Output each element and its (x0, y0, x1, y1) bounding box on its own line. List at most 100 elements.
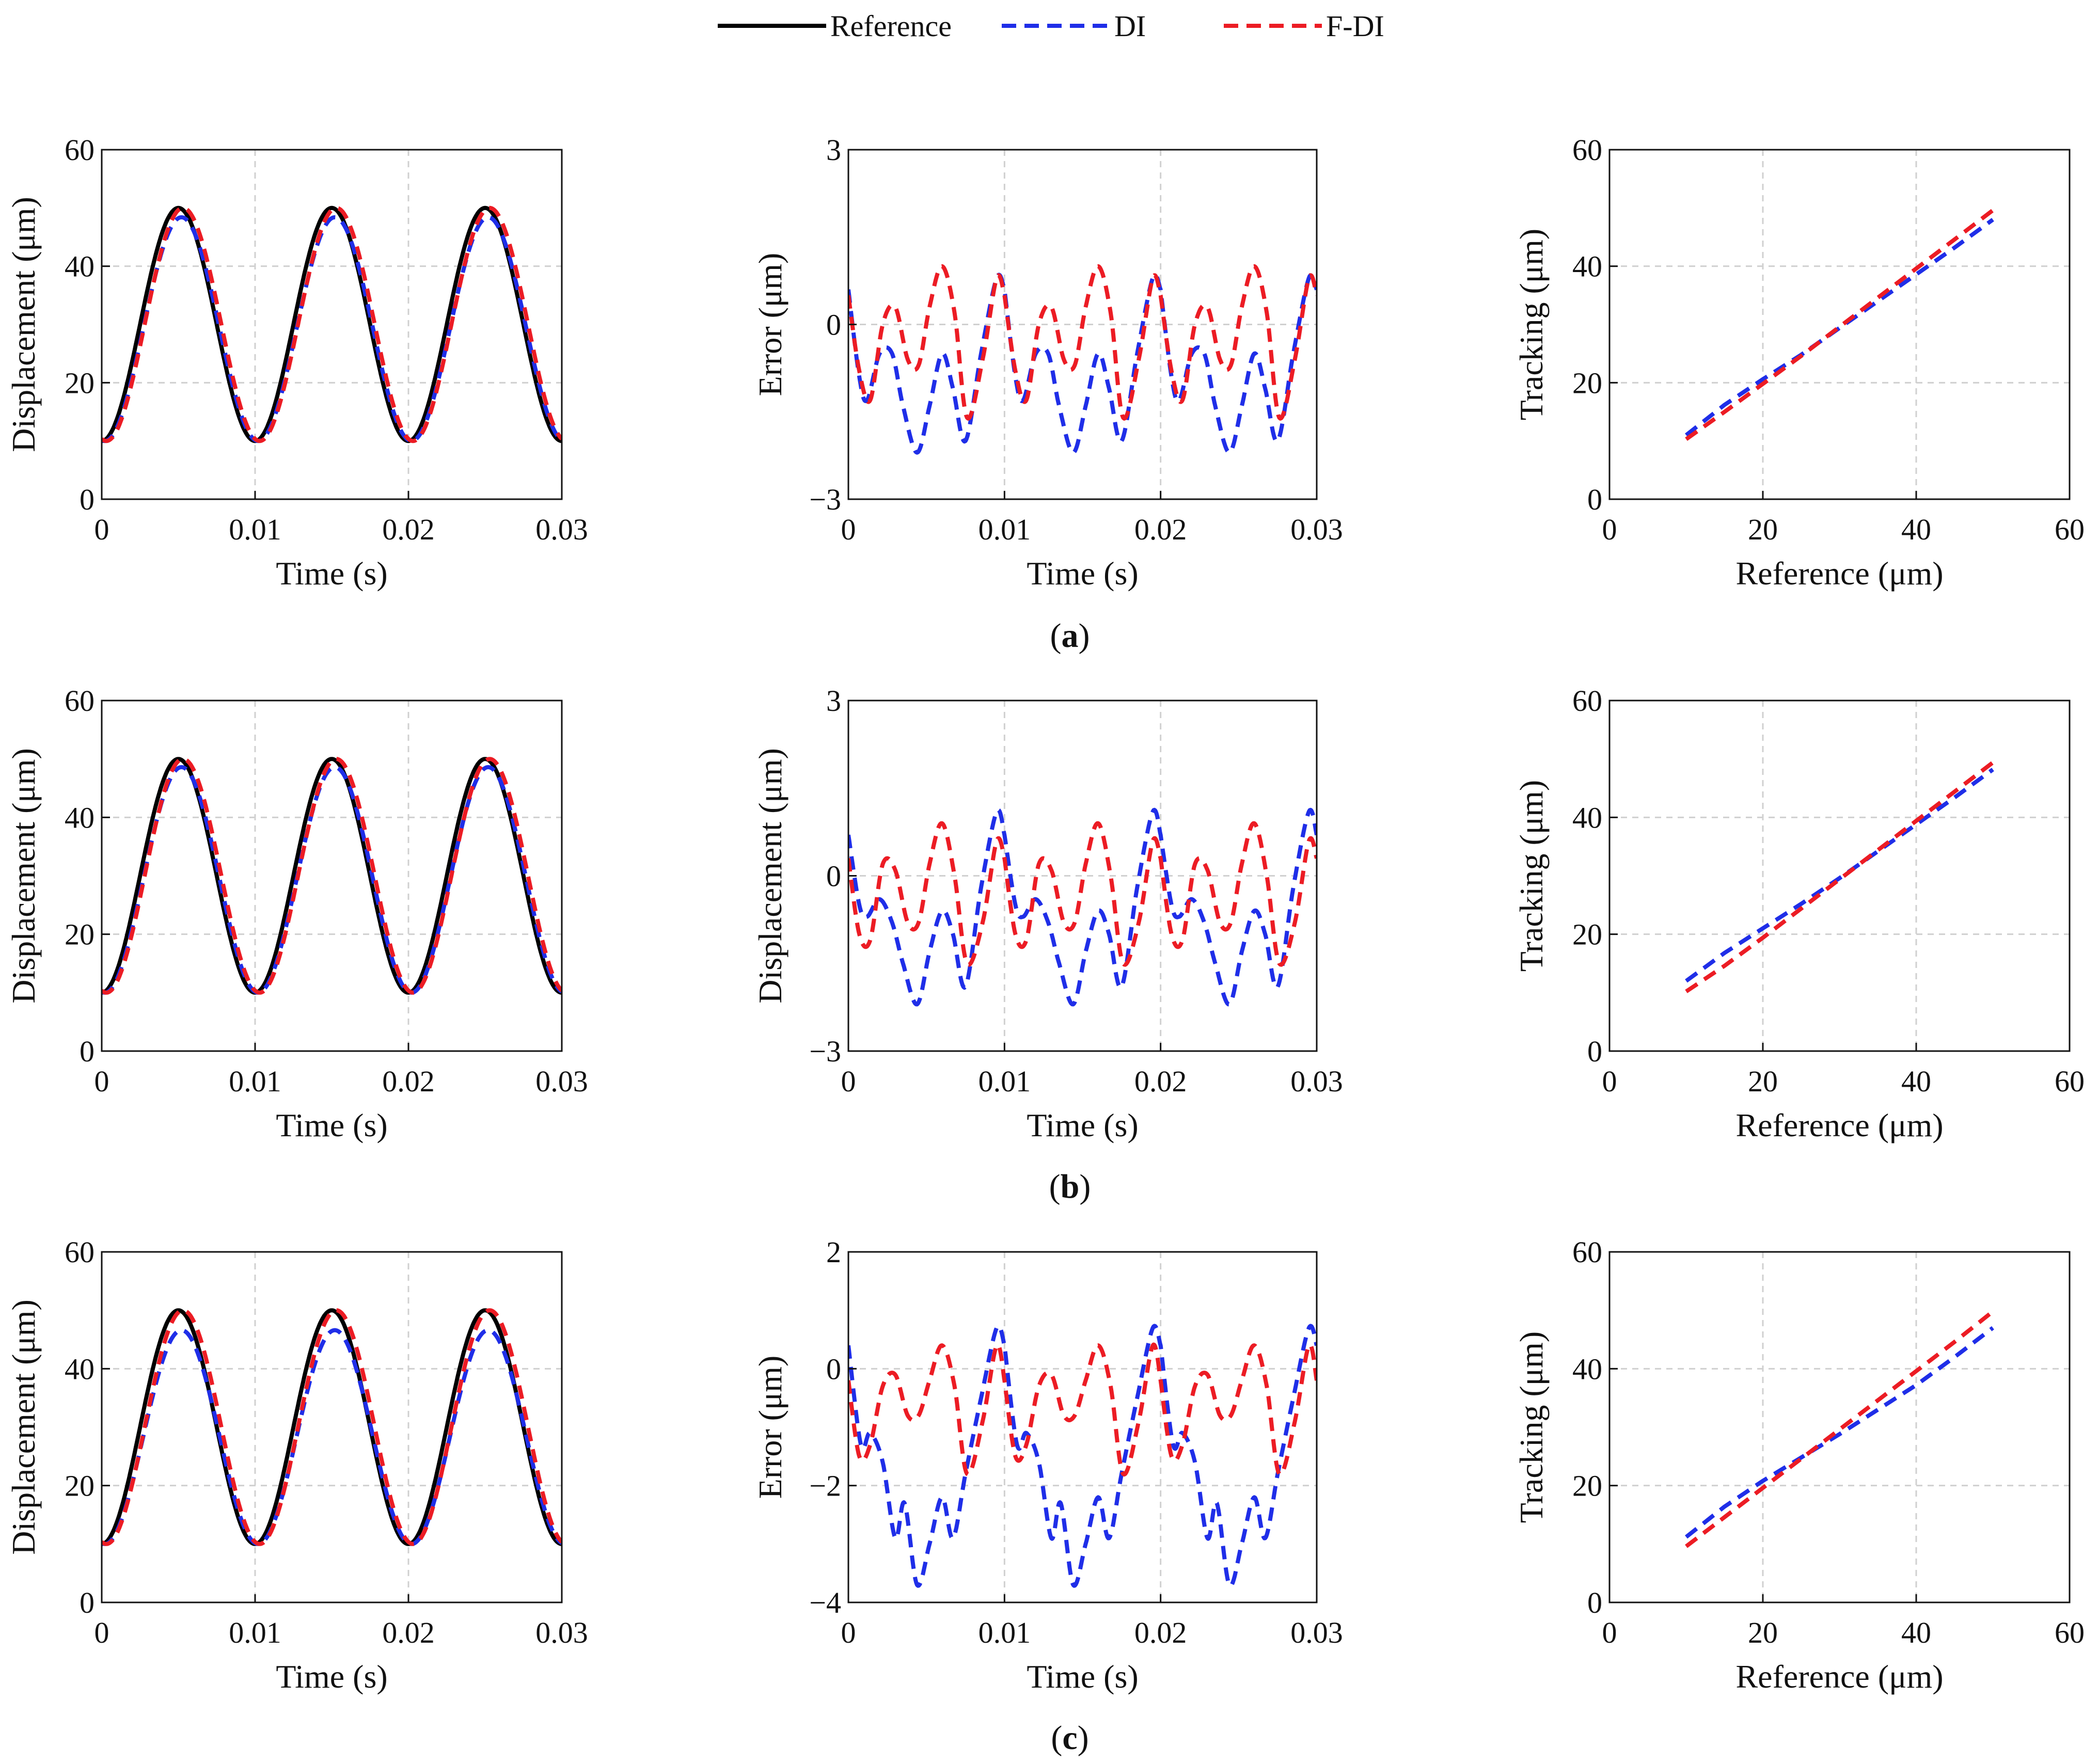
series-group (1685, 1310, 1994, 1548)
series-line-reference (102, 1308, 562, 1546)
x-axis-label: Reference (μm) (1735, 1658, 1943, 1695)
y-tick-label: 0 (1587, 1035, 1602, 1068)
caption-letter: c (1062, 1719, 1077, 1757)
panel-caption-b: (b) (1049, 1168, 1091, 1205)
series-group (102, 1308, 562, 1546)
x-tick-label: 20 (1748, 1616, 1778, 1649)
series-group (848, 264, 1317, 455)
y-tick-label: 40 (1572, 1352, 1602, 1386)
x-tick-label: 40 (1901, 1064, 1931, 1098)
y-axis-label: Tracking (μm) (1513, 229, 1550, 420)
x-tick-label: 60 (2055, 1064, 2085, 1098)
x-tick-label: 0.01 (979, 1064, 1031, 1098)
captions: (a)(b)(c) (1049, 617, 1091, 1757)
panel-a-3: 0 20 40 60 0 20 40 60 Reference (μm) Tracking (μm… (1513, 133, 2085, 592)
series-group (102, 757, 562, 995)
x-tick-label: 60 (2055, 513, 2085, 546)
y-tick-label: 40 (65, 1352, 94, 1386)
caption-open: ( (1050, 617, 1062, 655)
y-tick-label: 20 (65, 366, 94, 400)
series-line-f-di (848, 1342, 1317, 1477)
y-tick-label: 20 (65, 1469, 94, 1503)
x-axis-label: Time (s) (276, 555, 387, 592)
y-tick-label: 0 (80, 483, 94, 516)
y-tick-label: 60 (1572, 1235, 1602, 1269)
y-tick-label: 20 (1572, 918, 1602, 951)
series-group (848, 807, 1317, 1007)
x-tick-label: 0.03 (535, 1616, 588, 1649)
x-tick-label: 0.03 (1290, 1064, 1343, 1098)
y-tick-label: 2 (826, 1235, 841, 1269)
x-tick-label: 20 (1748, 513, 1778, 546)
y-axis-label: Tracking (μm) (1513, 1331, 1550, 1523)
series-line-di (1685, 768, 1994, 983)
panel-c-2: 0 0.01 0.02 0.03 −4 −2 0 2 Time (s) Error (μm) (752, 1235, 1343, 1695)
y-tick-label: 0 (826, 308, 841, 342)
x-tick-label: 20 (1748, 1064, 1778, 1098)
x-tick-label: 0.01 (229, 513, 281, 546)
panel-a-1: 0 0.01 0.02 0.03 0 20 40 60 Time (s) Displacement… (5, 133, 588, 592)
x-tick-label: 0 (1602, 1616, 1617, 1649)
series-line-di (1685, 218, 1994, 437)
x-tick-label: 0 (94, 513, 109, 546)
x-tick-label: 0.02 (382, 1064, 435, 1098)
series-line-f-di (102, 757, 562, 995)
series-line-di (1685, 1326, 1994, 1539)
y-tick-label: 20 (1572, 366, 1602, 400)
axes-frame (1608, 149, 2071, 500)
y-axis-label: Displacement (μm) (5, 748, 42, 1004)
y-axis-label: Tracking (μm) (1513, 780, 1550, 972)
series-group (1685, 760, 1994, 993)
series-line-di (102, 1328, 562, 1546)
caption-letter: b (1061, 1168, 1080, 1205)
y-tick-label: 3 (826, 684, 841, 718)
y-tick-label: 0 (80, 1586, 94, 1619)
y-axis-label: Error (μm) (752, 253, 788, 396)
y-tick-label: 20 (1572, 1469, 1602, 1503)
x-tick-label: 0 (841, 1064, 856, 1098)
x-axis-label: Time (s) (276, 1107, 387, 1143)
series-group (848, 1324, 1317, 1588)
x-tick-label: 0.03 (535, 513, 588, 546)
series-line-f-di (102, 1308, 562, 1546)
y-tick-label: −3 (809, 1035, 841, 1068)
y-tick-label: 0 (80, 1035, 94, 1068)
x-tick-label: 0.03 (535, 1064, 588, 1098)
axes-frame (1608, 1251, 2071, 1603)
plot-area (1609, 150, 2070, 499)
x-tick-label: 0 (1602, 513, 1617, 546)
y-tick-label: 40 (65, 801, 94, 834)
panel-b-3: 0 20 40 60 0 20 40 60 Reference (μm) Tracking (μm… (1513, 684, 2085, 1143)
axes-frame (1608, 700, 2071, 1052)
series-line-di (848, 273, 1317, 455)
y-tick-label: 60 (1572, 684, 1602, 718)
y-tick-label: −3 (809, 483, 841, 516)
series-line-di (848, 807, 1317, 1007)
y-tick-label: 60 (1572, 133, 1602, 167)
caption-close: ) (1079, 1168, 1091, 1205)
y-tick-label: 60 (65, 1235, 94, 1269)
axes-frame (101, 700, 563, 1052)
caption-close: ) (1078, 1719, 1089, 1757)
caption-open: ( (1051, 1719, 1062, 1757)
y-tick-label: 0 (826, 1352, 841, 1386)
axes-frame (847, 1251, 1318, 1603)
plot-area (102, 1252, 562, 1602)
legend-label-di: DI (1114, 9, 1146, 43)
y-axis-label: Displacement (μm) (5, 1299, 42, 1555)
panel-caption-a: (a) (1050, 617, 1090, 655)
panel-caption-c: (c) (1051, 1719, 1088, 1757)
x-tick-label: 0 (94, 1064, 109, 1098)
series-line-reference (102, 757, 562, 995)
legend-label-f-di: F-DI (1326, 9, 1384, 43)
caption-letter: a (1062, 617, 1079, 655)
x-tick-label: 0.01 (979, 513, 1031, 546)
y-tick-label: 0 (1587, 1586, 1602, 1619)
x-tick-label: 40 (1901, 1616, 1931, 1649)
x-axis-label: Time (s) (1027, 1658, 1138, 1695)
x-tick-label: 0 (94, 1616, 109, 1649)
series-line-f-di (848, 264, 1317, 421)
y-tick-label: 60 (65, 684, 94, 718)
